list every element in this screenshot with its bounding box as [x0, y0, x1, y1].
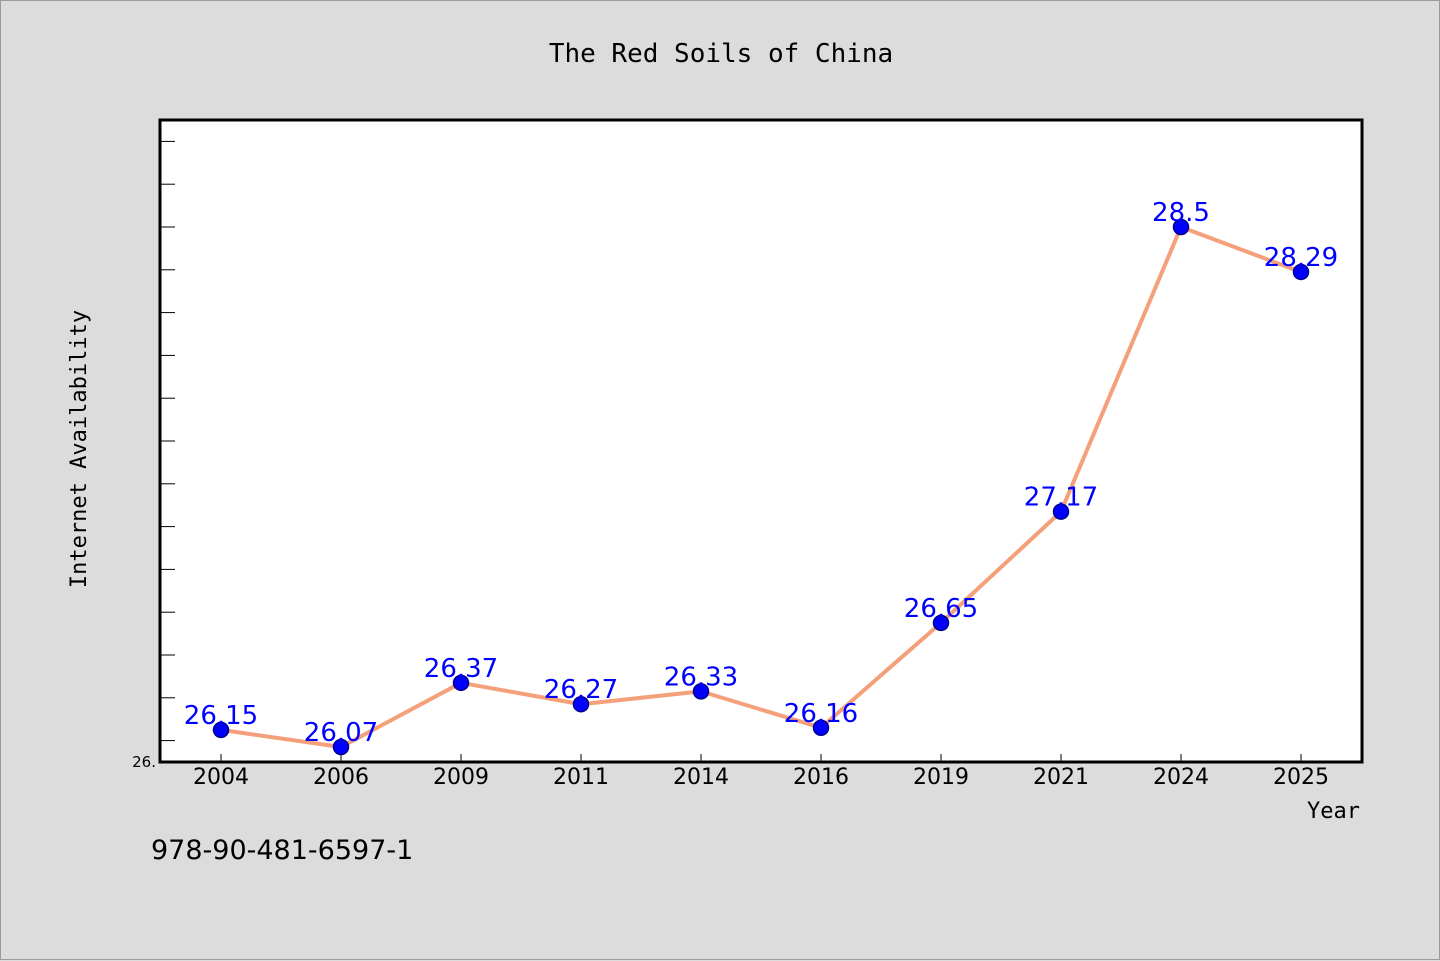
- data-point: [1292, 263, 1310, 281]
- x-tick-label: 2014: [673, 765, 729, 790]
- y-axis-ticks: [160, 140, 175, 742]
- data-label: 28.5: [1152, 198, 1210, 228]
- x-axis-label: Year: [1307, 799, 1360, 824]
- data-label: 26.07: [304, 718, 378, 748]
- x-axis-ticks: 2004 2006 2009 2011 2014 2016 2019 2021 2024 2025: [193, 754, 1329, 790]
- data-point: [212, 721, 230, 739]
- data-label: 27.17: [1024, 483, 1098, 513]
- x-tick-label: 2009: [433, 765, 489, 790]
- data-point: [452, 674, 470, 692]
- data-point: [812, 719, 830, 737]
- data-point: [932, 614, 950, 632]
- data-label: 26.15: [184, 701, 258, 731]
- data-point: [332, 738, 350, 756]
- data-labels: 26.15 26.07 26.37 26.27 26.33 26.16 26.65 27.17…: [184, 198, 1338, 748]
- x-tick-label: 2024: [1153, 765, 1209, 790]
- data-label: 26.37: [424, 654, 498, 684]
- series-line: [220, 225, 1302, 750]
- x-tick-label: 2004: [193, 765, 249, 790]
- x-tick-label: 2021: [1033, 765, 1089, 790]
- series-markers: [212, 218, 1310, 756]
- data-point: [1052, 503, 1070, 520]
- x-tick-label: 2019: [913, 765, 969, 790]
- data-label: 26.33: [664, 662, 738, 692]
- data-label: 28.29: [1264, 243, 1338, 273]
- x-tick-label: 2011: [553, 765, 609, 790]
- data-label: 26.65: [904, 594, 978, 624]
- chart-title: The Red Soils of China: [549, 39, 893, 69]
- x-tick-label: 2025: [1273, 765, 1329, 790]
- y-axis-label: Internet Availability: [67, 310, 92, 588]
- data-point: [1172, 218, 1190, 236]
- data-label: 26.27: [544, 675, 618, 705]
- plot-area: [158, 118, 1364, 764]
- data-point: [692, 683, 710, 700]
- series-line-group: [220, 225, 1302, 750]
- data-point: [572, 695, 590, 713]
- y-tick-label: 26.: [132, 753, 156, 771]
- x-tick-label: 2016: [793, 765, 849, 790]
- x-tick-label: 2006: [313, 765, 369, 790]
- data-label: 26.16: [784, 699, 858, 729]
- isbn-footnote: 978-90-481-6597-1: [151, 835, 414, 866]
